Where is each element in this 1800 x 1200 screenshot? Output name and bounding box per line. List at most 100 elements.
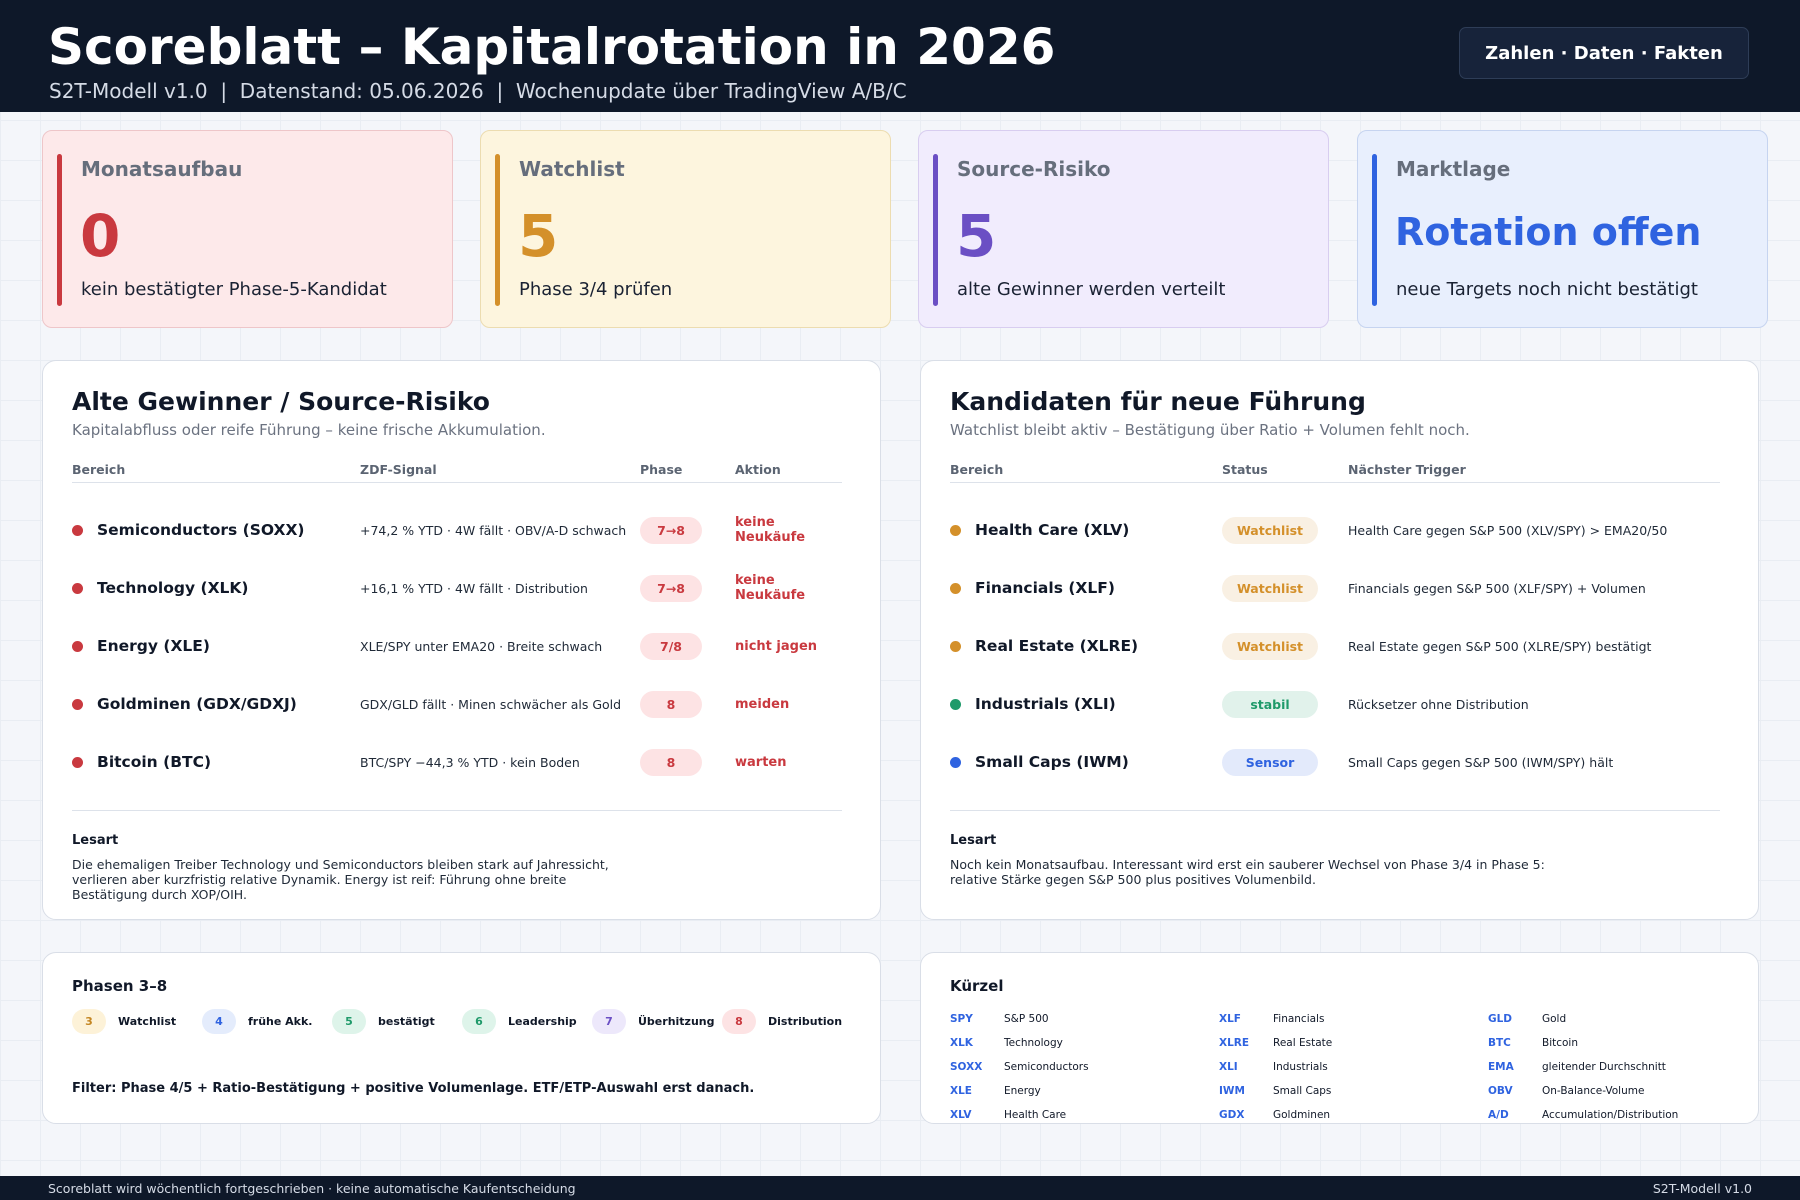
- row-label: Real Estate (XLRE): [975, 637, 1139, 655]
- table-row: Small Caps (IWM) Sensor Small Caps gegen S…: [950, 742, 1720, 782]
- trigger: Health Care gegen S&P 500 (XLV/SPY) > EM…: [1348, 522, 1668, 538]
- phase-label: frühe Akk.: [248, 1015, 313, 1028]
- column-header: Phase: [640, 462, 683, 477]
- filter-note: Filter: Phase 4/5 + Ratio-Bestätigung + …: [72, 1081, 755, 1096]
- kpi-value: 5: [956, 202, 997, 270]
- table-row: Energy (XLE) XLE/SPY unter EMA20 · Breite…: [72, 626, 842, 666]
- trigger: Rücksetzer ohne Distribution: [1348, 696, 1529, 712]
- row-name: Energy (XLE): [72, 637, 360, 655]
- glossary-key: SOXX: [950, 1061, 983, 1073]
- row-name: Health Care (XLV): [950, 521, 1222, 539]
- kpi-note: Phase 3/4 prüfen: [519, 279, 673, 300]
- accent-bar: [1372, 154, 1377, 306]
- note-text: Noch kein Monatsaufbau. Interessant wird…: [950, 857, 1545, 887]
- row-name: Bitcoin (BTC): [72, 753, 360, 771]
- status-dot: [72, 640, 83, 652]
- glossary-value: Bitcoin: [1542, 1037, 1579, 1049]
- note-line: Bestätigung durch XOP/OIH.: [72, 887, 247, 902]
- header: Scoreblatt – Kapitalrotation in 2026 S2T…: [0, 0, 1800, 112]
- phase-item: 6 Leadership: [462, 1009, 592, 1034]
- glossary-item: SPY S&P 500: [950, 1007, 1219, 1031]
- signal: GDX/GLD fällt · Minen schwächer als Gold: [360, 696, 622, 712]
- note-line: verlieren aber kurzfristig relative Dyna…: [72, 872, 567, 887]
- row-name: Technology (XLK): [72, 579, 360, 597]
- glossary-key: SPY: [950, 1013, 973, 1025]
- status-pill: Watchlist: [1222, 516, 1318, 544]
- separator: [950, 810, 1720, 811]
- action: warten: [735, 754, 787, 770]
- signal: XLE/SPY unter EMA20 · Breite schwach: [360, 638, 603, 654]
- phase-item: 7 Überhitzung: [592, 1009, 722, 1034]
- row-name: Industrials (XLI): [950, 695, 1222, 713]
- glossary-value: Semiconductors: [1004, 1061, 1089, 1073]
- table-row: Health Care (XLV) Watchlist Health Care ge…: [950, 510, 1720, 550]
- kpi-card: Marktlage Rotation offen neue Targets noch…: [1357, 130, 1768, 328]
- glossary-value: Gold: [1542, 1013, 1567, 1025]
- phase-pill: 7/8: [640, 632, 702, 660]
- glossary-key: XLI: [1219, 1061, 1238, 1073]
- kpi-label: Marktlage: [1396, 157, 1511, 181]
- panel-title: Kandidaten für neue Führung: [950, 387, 1366, 416]
- page-title: Scoreblatt – Kapitalrotation in 2026: [48, 18, 1056, 76]
- row-name: Goldminen (GDX/GDXJ): [72, 695, 360, 713]
- table-row: Industrials (XLI) stabil Rücksetzer ohne D…: [950, 684, 1720, 724]
- subtitle: S2T-Modell v1.0 | Datenstand: 05.06.2026…: [49, 79, 907, 103]
- table-row: Bitcoin (BTC) BTC/SPY −44,3 % YTD · kein …: [72, 742, 842, 782]
- glossary-item: GDX Goldminen: [1219, 1103, 1488, 1127]
- note-line: relative Stärke gegen S&P 500 plus posit…: [950, 872, 1316, 887]
- glossary-item: XLRE Real Estate: [1219, 1031, 1488, 1055]
- column-header: ZDF-Signal: [360, 462, 437, 477]
- candidates-panel: Kandidaten für neue Führung Watchlist ble…: [920, 360, 1759, 920]
- phase-label: Distribution: [768, 1015, 843, 1028]
- status-dot: [72, 756, 83, 768]
- row-name: Small Caps (IWM): [950, 753, 1222, 771]
- kpi-note: alte Gewinner werden verteilt: [957, 279, 1226, 300]
- glossary-key: XLE: [950, 1085, 972, 1097]
- glossary-value: Industrials: [1273, 1061, 1328, 1073]
- phase-pill: 7→8: [640, 574, 702, 602]
- status-dot: [950, 582, 961, 594]
- signal: BTC/SPY −44,3 % YTD · kein Boden: [360, 754, 580, 770]
- glossary-panel: Kürzel SPY S&P 500 XLK Technology SOXX Semico…: [920, 952, 1759, 1124]
- glossary-item: IWM Small Caps: [1219, 1079, 1488, 1103]
- status-dot: [950, 524, 961, 536]
- column-header: Aktion: [735, 462, 781, 477]
- column-header: Bereich: [950, 462, 1004, 477]
- panel-title: Phasen 3–8: [72, 977, 168, 995]
- glossary-item: XLF Financials: [1219, 1007, 1488, 1031]
- status-dot: [950, 756, 961, 768]
- action: keine Neukäufe: [735, 573, 806, 603]
- row-label: Industrials (XLI): [975, 695, 1116, 713]
- phase-number: 4: [202, 1009, 236, 1034]
- column-header: Status: [1222, 462, 1268, 477]
- trigger: Real Estate gegen S&P 500 (XLRE/SPY) bes…: [1348, 638, 1652, 654]
- phase-item: 4 frühe Akk.: [202, 1009, 332, 1034]
- footer: Scoreblatt wird wöchentlich fortgeschrie…: [0, 1176, 1800, 1200]
- note-line: Die ehemaligen Treiber Technology und Se…: [72, 857, 609, 872]
- table-header: Bereich Status Nächster Trigger: [950, 457, 1720, 483]
- glossary-key: XLF: [1219, 1013, 1241, 1025]
- note-line: Noch kein Monatsaufbau. Interessant wird…: [950, 857, 1545, 872]
- panel-title: Kürzel: [950, 977, 1004, 995]
- separator: [72, 810, 842, 811]
- kpi-value: 0: [80, 202, 121, 270]
- table-row: Real Estate (XLRE) Watchlist Real Estate g…: [950, 626, 1720, 666]
- phase-number: 3: [72, 1009, 106, 1034]
- header-button[interactable]: Zahlen · Daten · Fakten: [1459, 27, 1749, 79]
- signal: +74,2 % YTD · 4W fällt · OBV/A-D schwach: [360, 522, 627, 538]
- accent-bar: [57, 154, 62, 306]
- status-dot: [72, 582, 83, 594]
- glossary-key: A/D: [1488, 1109, 1509, 1121]
- table-row: Semiconductors (SOXX) +74,2 % YTD · 4W fä…: [72, 510, 842, 550]
- glossary-item: XLI Industrials: [1219, 1055, 1488, 1079]
- old-winners-panel: Alte Gewinner / Source-Risiko Kapitalabfl…: [42, 360, 881, 920]
- glossary-value: Goldminen: [1273, 1109, 1331, 1121]
- kpi-note: kein bestätigter Phase-5-Kandidat: [81, 279, 387, 300]
- signal: +16,1 % YTD · 4W fällt · Distribution: [360, 580, 588, 596]
- glossary-key: GDX: [1219, 1109, 1245, 1121]
- glossary-value: gleitender Durchschnitt: [1542, 1061, 1666, 1073]
- action: nicht jagen: [735, 638, 818, 654]
- phase-label: Leadership: [508, 1015, 577, 1028]
- glossary-value: Accumulation/Distribution: [1542, 1109, 1679, 1121]
- table-header: Bereich ZDF-Signal Phase Aktion: [72, 457, 842, 483]
